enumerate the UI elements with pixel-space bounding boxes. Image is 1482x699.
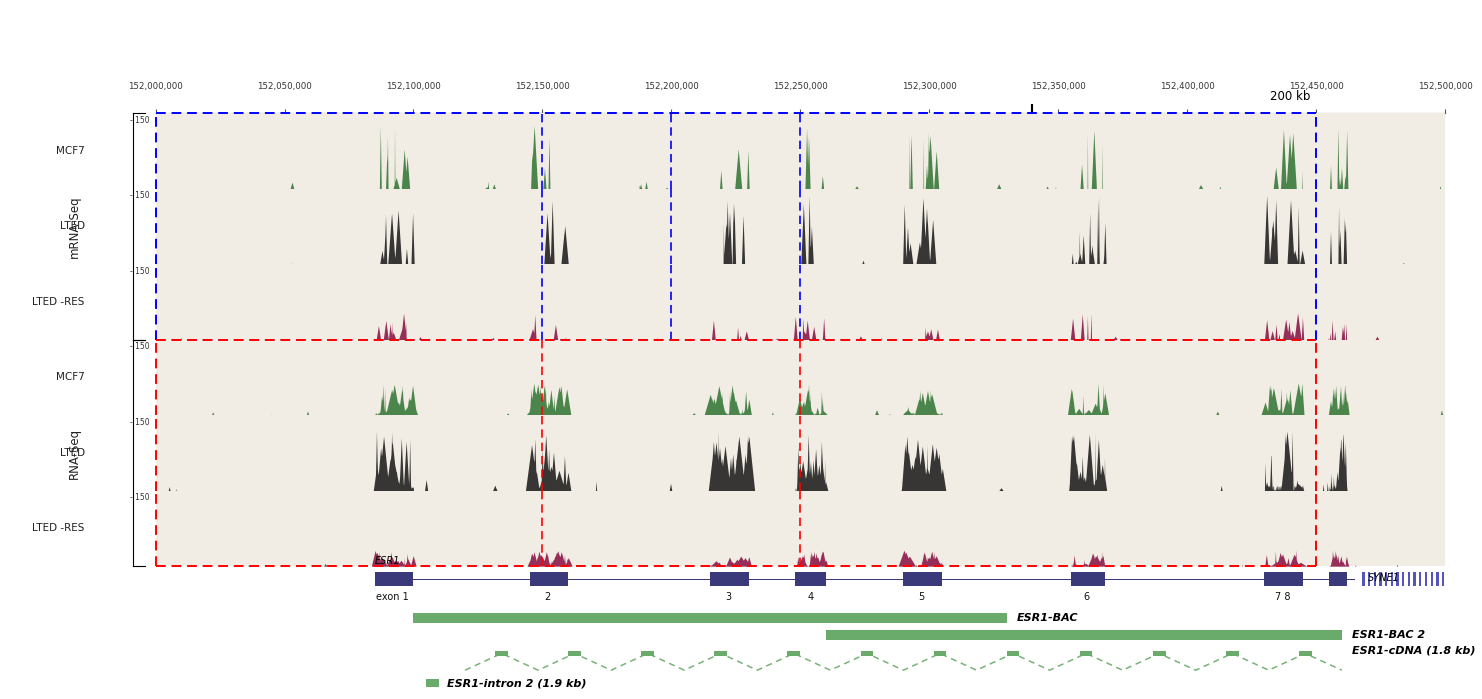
Bar: [1448, 572, 1449, 586]
Text: MCF7: MCF7: [56, 146, 84, 156]
Text: 5: 5: [919, 593, 925, 603]
Bar: [427, 679, 439, 687]
Bar: [1380, 572, 1381, 586]
Bar: [529, 572, 568, 586]
Text: LTED: LTED: [59, 448, 84, 458]
Text: - 150: - 150: [129, 493, 150, 502]
Bar: [1298, 651, 1312, 656]
Bar: [1226, 651, 1239, 656]
Bar: [1329, 572, 1347, 586]
Bar: [1368, 572, 1371, 586]
Text: RNA-Seq: RNA-Seq: [68, 427, 80, 479]
Bar: [1414, 572, 1415, 586]
Bar: [1396, 572, 1399, 586]
Bar: [413, 613, 1006, 624]
Bar: [1006, 651, 1020, 656]
Text: - 150: - 150: [129, 192, 150, 200]
Text: 3: 3: [725, 593, 731, 603]
Text: - 150: - 150: [129, 267, 150, 275]
Text: 7 8: 7 8: [1275, 593, 1291, 603]
Bar: [1454, 572, 1455, 586]
Text: MCF7: MCF7: [56, 373, 84, 382]
Bar: [1442, 572, 1443, 586]
Text: 2: 2: [544, 593, 551, 603]
Bar: [1080, 651, 1092, 656]
Bar: [1362, 572, 1365, 586]
Text: ESR1-BAC: ESR1-BAC: [1017, 613, 1079, 624]
Text: ESR1-BAC 2: ESR1-BAC 2: [1352, 630, 1426, 640]
Bar: [1424, 572, 1427, 586]
Bar: [1430, 572, 1433, 586]
Text: SYNE1: SYNE1: [1368, 573, 1399, 584]
Bar: [825, 630, 1341, 640]
Bar: [1408, 572, 1411, 586]
Bar: [375, 579, 1355, 580]
Text: LTED -RES: LTED -RES: [33, 297, 84, 307]
Text: mRNA-Seq: mRNA-Seq: [68, 195, 80, 258]
Bar: [904, 572, 943, 586]
Text: - 150: - 150: [129, 343, 150, 351]
Text: - 150: - 150: [129, 116, 150, 124]
Text: 6: 6: [1083, 593, 1089, 603]
Bar: [375, 572, 413, 586]
Bar: [1071, 572, 1104, 586]
Bar: [1402, 572, 1405, 586]
Bar: [714, 651, 728, 656]
Text: ESR1: ESR1: [375, 556, 400, 565]
Bar: [796, 572, 825, 586]
Text: ESR1-intron 2 (1.9 kb): ESR1-intron 2 (1.9 kb): [448, 679, 587, 689]
Bar: [642, 651, 654, 656]
Bar: [1458, 572, 1461, 586]
Bar: [710, 572, 748, 586]
Bar: [1420, 572, 1421, 586]
Bar: [568, 651, 581, 656]
Bar: [1436, 572, 1439, 586]
Text: ESR1-cDNA (1.8 kb): ESR1-cDNA (1.8 kb): [1352, 645, 1476, 655]
Bar: [861, 651, 873, 656]
Bar: [495, 651, 508, 656]
Bar: [934, 651, 947, 656]
Bar: [787, 651, 800, 656]
Bar: [1390, 572, 1393, 586]
Text: LTED: LTED: [59, 222, 84, 231]
Text: 4: 4: [808, 593, 814, 603]
Bar: [1264, 572, 1303, 586]
Bar: [1374, 572, 1377, 586]
Bar: [1386, 572, 1387, 586]
Text: LTED -RES: LTED -RES: [33, 524, 84, 533]
Bar: [1153, 651, 1165, 656]
Text: exon 1: exon 1: [376, 593, 409, 603]
Text: - 150: - 150: [129, 418, 150, 426]
Text: 200 kb: 200 kb: [1270, 89, 1310, 103]
